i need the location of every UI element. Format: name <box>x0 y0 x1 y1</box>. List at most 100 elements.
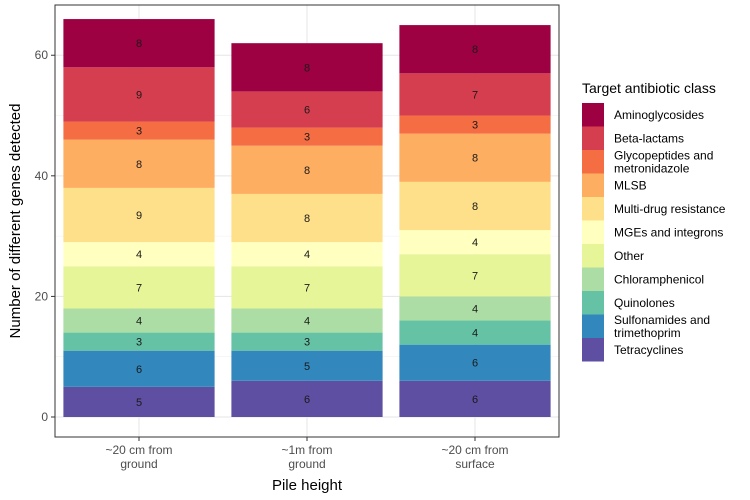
legend: Target antibiotic class Aminoglycosides B… <box>582 80 726 362</box>
segment-value-label: 4 <box>304 249 310 261</box>
y-tick-label: 0 <box>41 410 48 424</box>
legend-label: Tetracyclines <box>614 343 683 357</box>
legend-key <box>582 103 604 127</box>
legend-key <box>582 197 604 221</box>
bar-segment <box>63 386 215 417</box>
bar-segment <box>63 67 215 122</box>
segment-value-label: 3 <box>304 132 310 144</box>
legend-label: MLSB <box>614 178 647 192</box>
bar-segment <box>231 242 383 267</box>
legend-key <box>582 150 604 174</box>
bar-segment <box>399 296 551 321</box>
legend-key <box>582 173 604 197</box>
bar-segment <box>63 121 215 140</box>
segment-value-label: 8 <box>472 44 478 56</box>
legend-label: Quinolones <box>614 296 675 310</box>
legend-label: Glycopeptides and <box>614 148 713 162</box>
bar-segment <box>63 332 215 351</box>
segment-value-label: 3 <box>136 126 142 138</box>
segment-value-label: 4 <box>472 303 478 315</box>
segment-value-label: 4 <box>472 237 478 249</box>
x-tick-label: ~20 cm from <box>441 443 508 457</box>
x-tick-label: ground <box>120 457 157 471</box>
legend-label: metronidazole <box>614 161 690 175</box>
segment-value-label: 6 <box>304 105 310 117</box>
bar-segment <box>231 91 383 128</box>
legend-label: Chloramphenicol <box>614 272 704 286</box>
bar-segment <box>399 73 551 116</box>
bar-segment <box>63 266 215 309</box>
legend-label: Sulfonamides and <box>614 313 710 327</box>
bar-segment <box>231 127 383 146</box>
segment-value-label: 7 <box>304 282 310 294</box>
bar-segment <box>63 19 215 68</box>
segment-value-label: 3 <box>304 337 310 349</box>
segment-value-label: 4 <box>136 249 142 261</box>
bar-segment <box>231 380 383 417</box>
bar-segment <box>399 320 551 345</box>
segment-value-label: 8 <box>304 62 310 74</box>
bar-segment <box>231 193 383 243</box>
legend-label: MGEs and integrons <box>614 225 723 239</box>
bar-segment <box>399 133 551 182</box>
legend-key <box>582 338 604 362</box>
x-tick-label: ~1m from <box>281 443 332 457</box>
segment-value-label: 9 <box>136 89 142 101</box>
legend-label: Other <box>614 249 644 263</box>
bar-segment <box>63 350 215 387</box>
segment-value-label: 3 <box>472 120 478 132</box>
legend-label: Beta-lactams <box>614 131 684 145</box>
x-axis-title: Pile height <box>272 477 343 494</box>
bar-segment <box>63 308 215 333</box>
segment-value-label: 6 <box>472 358 478 370</box>
bar-segment <box>231 266 383 309</box>
bar-segment <box>231 308 383 333</box>
bars: 5 6 3 4 7 4 9 8 3 9 8 6 5 3 4 7 4 8 8 3 6 8 6 6 4 4 7 4 8 8 3 7 8 <box>63 19 551 417</box>
segment-value-label: 9 <box>136 210 142 222</box>
legend-title: Target antibiotic class <box>582 80 716 96</box>
bar-segment <box>399 230 551 255</box>
segment-value-label: 3 <box>136 337 142 349</box>
x-tick-label: surface <box>455 457 495 471</box>
y-tick-label: 40 <box>35 169 49 183</box>
bar-segment <box>231 332 383 351</box>
bar-segment <box>399 344 551 381</box>
x-tick-label: ~20 cm from <box>105 443 172 457</box>
legend-key <box>582 126 604 150</box>
bar-segment <box>399 254 551 297</box>
legend-key <box>582 314 604 338</box>
segment-value-label: 7 <box>472 270 478 282</box>
segment-value-label: 5 <box>136 397 142 409</box>
bar-segment <box>399 115 551 134</box>
segment-value-label: 5 <box>304 361 310 373</box>
bar-segment <box>63 242 215 267</box>
segment-value-label: 4 <box>472 328 478 340</box>
legend-key <box>582 267 604 291</box>
bar-segment <box>399 25 551 74</box>
legend-label: Aminoglycosides <box>614 108 704 122</box>
segment-value-label: 8 <box>136 38 142 50</box>
legend-key <box>582 220 604 244</box>
bar-segment <box>399 380 551 417</box>
legend-label: Multi-drug resistance <box>614 202 726 216</box>
legend-key <box>582 291 604 315</box>
bar-segment <box>231 350 383 381</box>
y-tick-label: 20 <box>35 289 49 303</box>
legend-label: trimethoprim <box>614 326 681 340</box>
segment-value-label: 8 <box>472 201 478 213</box>
bar-segment <box>231 43 383 92</box>
bar-segment <box>399 181 551 231</box>
segment-value-label: 6 <box>304 394 310 406</box>
segment-value-label: 6 <box>472 394 478 406</box>
bar-segment <box>63 139 215 188</box>
segment-value-label: 8 <box>136 159 142 171</box>
segment-value-label: 4 <box>136 316 142 328</box>
x-tick-label: ground <box>288 457 325 471</box>
bar-segment <box>63 187 215 243</box>
segment-value-label: 7 <box>472 89 478 101</box>
legend-key <box>582 244 604 268</box>
y-tick-label: 60 <box>35 48 49 62</box>
